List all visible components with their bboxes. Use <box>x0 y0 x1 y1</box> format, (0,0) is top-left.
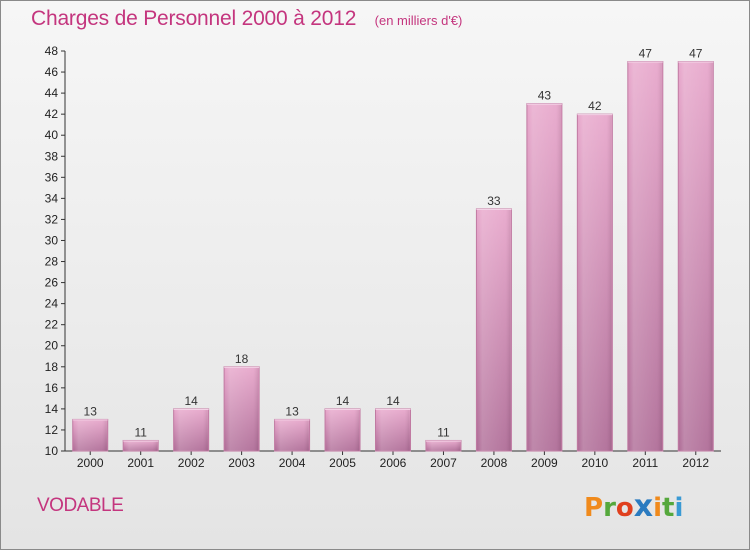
bar-shine <box>628 62 662 452</box>
bar-value-label: 11 <box>134 425 147 439</box>
bar-shine <box>174 409 208 451</box>
bar-2003: 18 <box>223 352 260 452</box>
bar-value-label: 14 <box>336 394 350 408</box>
logo-letter: x <box>633 489 654 524</box>
bar-shine <box>477 209 511 451</box>
y-tick-label: 24 <box>45 297 59 311</box>
y-tick-label: 18 <box>45 360 59 374</box>
chart-subtitle: (en milliers d'€) <box>374 13 463 28</box>
bar-value-label: 13 <box>84 404 98 418</box>
bar-shine <box>527 104 561 451</box>
bar-shine <box>578 115 612 451</box>
logo-letter: r <box>603 493 616 523</box>
logo-letter: i <box>653 493 663 523</box>
bar-value-label: 43 <box>538 89 552 103</box>
x-tick-label: 2009 <box>531 456 558 470</box>
y-tick-label: 46 <box>45 65 59 79</box>
y-tick-label: 32 <box>45 212 59 226</box>
y-tick-label: 44 <box>45 86 59 100</box>
bar-shine <box>426 441 460 451</box>
x-tick-label: 2000 <box>77 456 104 470</box>
bar-2009: 43 <box>526 89 563 452</box>
proxiti-logo: Proxiti <box>584 489 683 524</box>
bar-shine <box>679 62 713 452</box>
bar-value-label: 14 <box>386 394 400 408</box>
logo-letter: t <box>662 493 675 523</box>
bar-2005: 14 <box>324 394 361 452</box>
bar-value-label: 33 <box>487 194 501 208</box>
x-tick-label: 2007 <box>430 456 457 470</box>
y-tick-label: 22 <box>45 318 59 332</box>
x-tick-label: 2012 <box>682 456 709 470</box>
bar-value-label: 14 <box>184 394 198 408</box>
bar-value-label: 13 <box>285 404 299 418</box>
y-tick-label: 28 <box>45 255 59 269</box>
y-tick-label: 30 <box>45 233 59 247</box>
bar-shine <box>376 409 410 451</box>
x-axis: 2000 2001 2002 2003 2004 2005 2006 2007 2008 2009… <box>65 450 721 470</box>
bar-2006: 14 <box>375 394 411 452</box>
bar-value-label: 42 <box>588 99 602 113</box>
title-row: Charges de Personnel 2000 à 2012 (en mil… <box>31 7 462 31</box>
chart-title: Charges de Personnel 2000 à 2012 <box>31 7 357 30</box>
x-tick-label: 2010 <box>581 456 608 470</box>
bar-2012: 47 <box>677 47 714 452</box>
y-tick-label: 20 <box>45 339 59 353</box>
bar-2001: 11 <box>122 425 159 452</box>
bars: 13 11 14 18 13 14 14 11 33 43 42 47 47 <box>72 47 714 452</box>
y-tick-label: 48 <box>45 44 59 58</box>
x-tick-label: 2001 <box>127 456 154 470</box>
bar-value-label: 47 <box>689 47 703 61</box>
logo-letter: o <box>615 493 634 523</box>
y-axis: 10 12 14 16 18 20 22 24 26 28 30 32 34 36 38 40 42 44 46 48 <box>45 44 66 458</box>
bar-2004: 13 <box>274 404 311 452</box>
y-tick-label: 40 <box>45 128 59 142</box>
logo-letter: P <box>584 493 604 523</box>
bar-shine <box>124 441 158 451</box>
place-name: VODABLE <box>37 495 124 516</box>
y-tick-label: 34 <box>45 191 59 205</box>
x-tick-label: 2002 <box>178 456 205 470</box>
bar-shine <box>225 367 259 451</box>
logo-letter: i <box>674 493 684 523</box>
x-tick-label: 2004 <box>279 456 306 470</box>
y-tick-label: 10 <box>45 444 59 458</box>
bar-shine <box>326 409 360 451</box>
y-tick-label: 36 <box>45 170 59 184</box>
x-tick-label: 2005 <box>329 456 356 470</box>
bar-value-label: 11 <box>437 425 450 439</box>
bar-2000: 13 <box>72 404 109 452</box>
y-tick-label: 42 <box>45 107 59 121</box>
bar-2007: 11 <box>425 425 462 452</box>
y-tick-label: 12 <box>45 423 59 437</box>
bar-2010: 42 <box>576 99 613 452</box>
x-tick-label: 2008 <box>481 456 508 470</box>
bar-value-label: 47 <box>639 47 653 61</box>
bar-2008: 33 <box>475 194 512 452</box>
y-tick-label: 16 <box>45 381 59 395</box>
x-tick-label: 2003 <box>228 456 255 470</box>
x-tick-label: 2011 <box>632 456 658 470</box>
y-tick-label: 14 <box>45 402 59 416</box>
bar-2002: 14 <box>173 394 210 452</box>
bar-2011: 47 <box>627 47 664 452</box>
x-tick-label: 2006 <box>380 456 407 470</box>
bar-shine <box>73 420 107 451</box>
bar-shine <box>275 420 309 451</box>
y-tick-label: 26 <box>45 276 59 290</box>
y-tick-label: 38 <box>45 149 59 163</box>
bar-value-label: 18 <box>235 352 249 366</box>
